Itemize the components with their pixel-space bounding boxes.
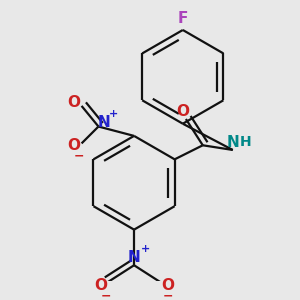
Text: O: O [68, 95, 81, 110]
Text: −: − [74, 149, 84, 162]
Text: O: O [161, 278, 174, 293]
Text: −: − [101, 290, 111, 300]
Text: N: N [128, 250, 140, 265]
Text: N: N [98, 115, 110, 130]
Text: N: N [226, 135, 239, 150]
Text: O: O [68, 138, 81, 153]
Text: +: + [109, 109, 118, 119]
Text: O: O [94, 278, 107, 293]
Text: H: H [240, 136, 252, 149]
Text: O: O [177, 104, 190, 119]
Text: +: + [141, 244, 150, 254]
Text: −: − [163, 290, 173, 300]
Text: F: F [178, 11, 188, 26]
